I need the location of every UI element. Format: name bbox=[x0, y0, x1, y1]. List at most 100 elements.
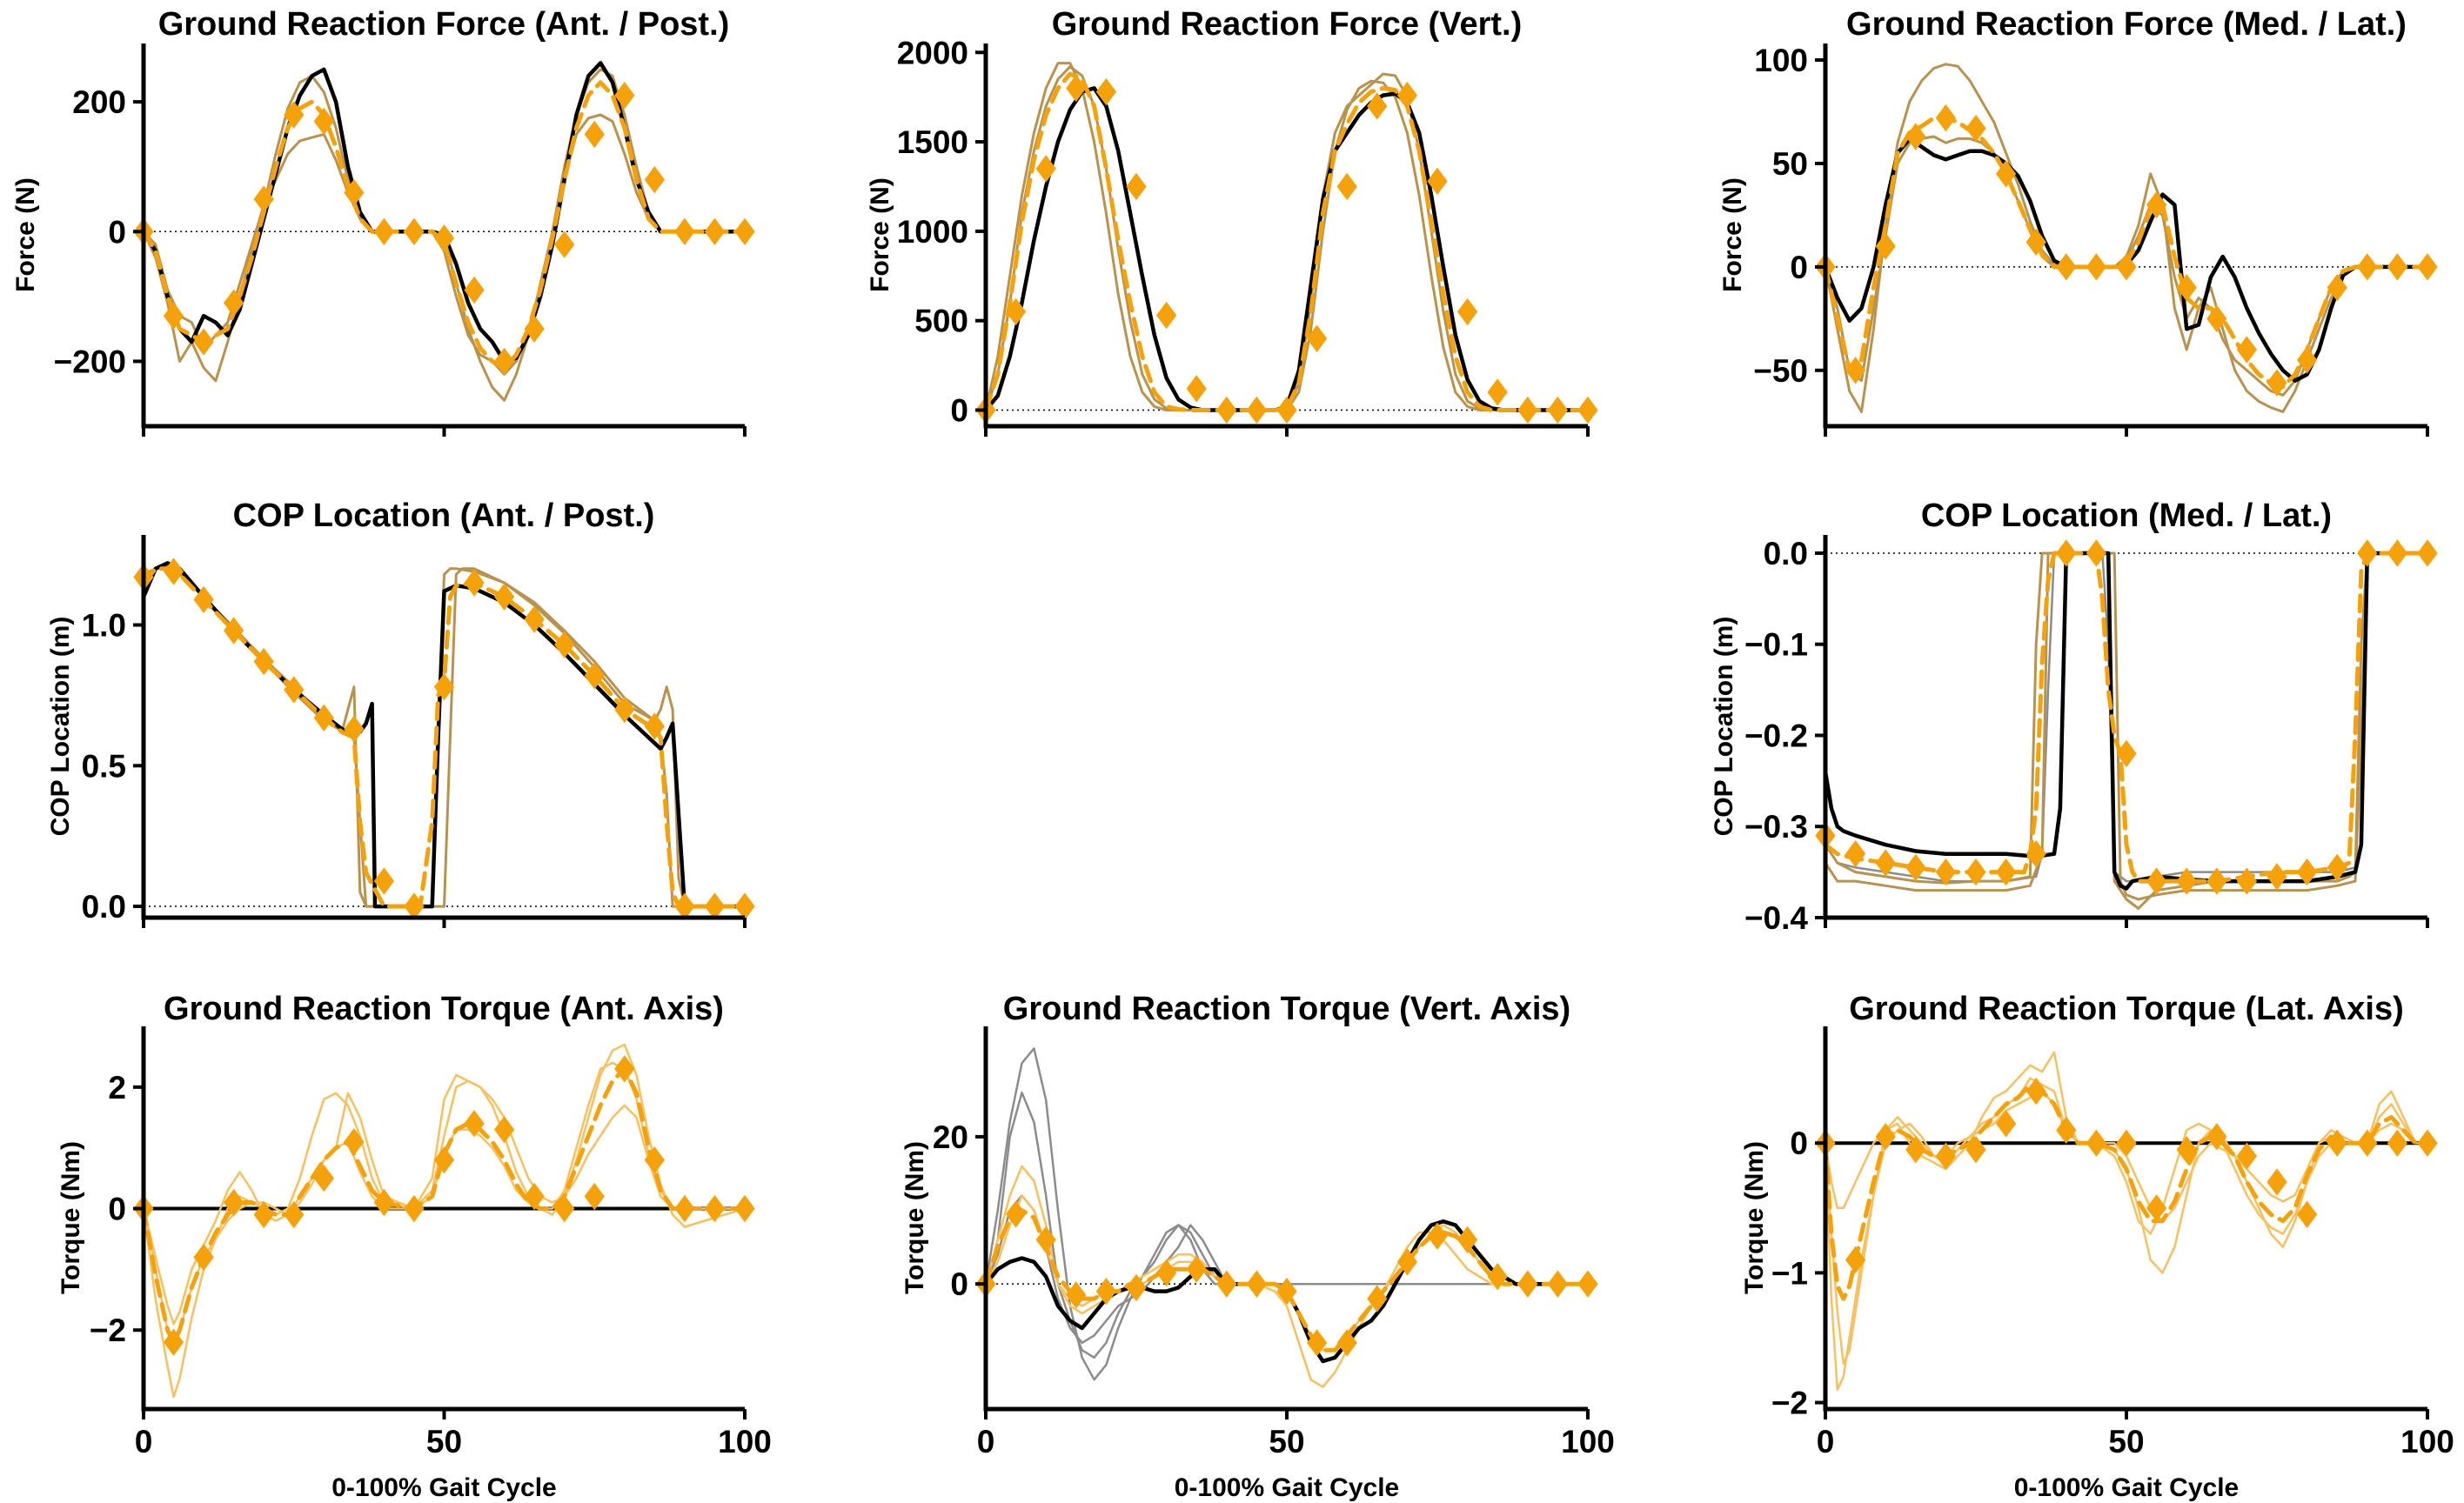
series-trial_tan-2 bbox=[986, 65, 1590, 411]
panel-cop-ap: COP Location (Ant. / Post.) COP Location … bbox=[46, 498, 755, 928]
mean-marker bbox=[1905, 123, 1926, 150]
mean-marker bbox=[2176, 1136, 2197, 1164]
y-tick-label: −0.3 bbox=[1744, 809, 1808, 845]
y-tick-label: 0 bbox=[1790, 1126, 1808, 1161]
mean-marker bbox=[2056, 539, 2077, 567]
mean-marker bbox=[1965, 858, 1986, 886]
y-axis-label: Torque (Nm) bbox=[901, 1141, 929, 1294]
mean-marker bbox=[644, 1146, 665, 1174]
series-mean-3 bbox=[986, 71, 1590, 412]
x-tick-label: 50 bbox=[2108, 1424, 2144, 1460]
mean-marker bbox=[2327, 853, 2347, 882]
mean-marker bbox=[1935, 858, 1957, 886]
mean-marker bbox=[404, 217, 425, 245]
mean-marker bbox=[464, 569, 485, 597]
mean-marker bbox=[2056, 1116, 2077, 1145]
mean-marker bbox=[674, 217, 695, 245]
panel-grf-ml: Ground Reaction Force (Med. / Lat.) Force… bbox=[1718, 6, 2438, 437]
mean-marker bbox=[2417, 253, 2438, 281]
mean-marker bbox=[1126, 1273, 1147, 1302]
mean-marker bbox=[163, 1328, 184, 1356]
x-axis-label: 0-100% Gait Cycle bbox=[331, 1473, 556, 1502]
panel-title: Ground Reaction Torque (Vert. Axis) bbox=[1003, 991, 1570, 1027]
x-tick-label: 100 bbox=[718, 1424, 772, 1460]
mean-marker bbox=[704, 892, 726, 920]
mean-marker bbox=[2206, 304, 2227, 333]
panel-title: Ground Reaction Force (Vert.) bbox=[1052, 6, 1523, 43]
series-trial_orange-4 bbox=[986, 1165, 1590, 1388]
panel-grf-vert: Ground Reaction Force (Vert.) Force (N) 0 5… bbox=[866, 6, 1598, 437]
y-axis-label: Force (N) bbox=[1718, 177, 1747, 292]
mean-marker bbox=[584, 662, 605, 690]
mean-marker bbox=[373, 217, 395, 245]
mean-marker bbox=[1306, 324, 1328, 352]
mean-marker bbox=[344, 178, 365, 207]
panel-grt-ant: Ground Reaction Torque (Ant. Axis) Torque… bbox=[57, 991, 772, 1502]
mean-marker bbox=[433, 1146, 455, 1174]
mean-marker bbox=[193, 1243, 214, 1272]
mean-marker bbox=[1875, 232, 1896, 260]
mean-marker bbox=[1367, 92, 1388, 120]
mean-marker bbox=[2266, 863, 2287, 891]
y-tick-label: 0 bbox=[108, 214, 126, 250]
mean-marker bbox=[253, 1200, 274, 1229]
y-tick-label: 1500 bbox=[897, 124, 968, 160]
mean-marker bbox=[2357, 1129, 2378, 1157]
mean-marker bbox=[1845, 357, 1866, 384]
y-tick-label: −0.2 bbox=[1744, 718, 1808, 753]
panel-title: COP Location (Med. / Lat.) bbox=[1921, 498, 2332, 534]
mean-marker bbox=[524, 605, 545, 633]
mean-marker bbox=[1995, 160, 2017, 188]
mean-marker bbox=[644, 712, 665, 740]
mean-marker bbox=[1396, 81, 1418, 110]
mean-marker bbox=[2086, 253, 2107, 281]
mean-marker bbox=[1155, 1259, 1177, 1287]
mean-marker bbox=[1995, 858, 2017, 886]
panel-title: Ground Reaction Torque (Ant. Axis) bbox=[164, 991, 724, 1027]
mean-marker bbox=[2176, 867, 2197, 895]
mean-marker bbox=[1427, 1222, 1448, 1250]
mean-marker bbox=[1095, 77, 1117, 106]
mean-marker bbox=[734, 1194, 755, 1223]
series-trial_gray-2 bbox=[986, 1091, 1590, 1359]
mean-marker bbox=[1577, 1270, 1598, 1298]
mean-marker bbox=[1276, 396, 1297, 424]
mean-marker bbox=[313, 704, 334, 731]
mean-marker bbox=[1216, 1270, 1237, 1298]
mean-marker bbox=[2116, 739, 2137, 768]
mean-marker bbox=[1577, 396, 1598, 424]
series-trial_orange-0 bbox=[1825, 1051, 2429, 1391]
mean-marker bbox=[1035, 1226, 1056, 1254]
mean-marker bbox=[1875, 1123, 1896, 1151]
mean-marker bbox=[2327, 1129, 2347, 1157]
mean-marker bbox=[1367, 1285, 1388, 1313]
mean-marker bbox=[614, 1055, 635, 1083]
y-tick-label: −0.4 bbox=[1744, 900, 1808, 936]
mean-marker bbox=[704, 1194, 726, 1223]
mean-marker bbox=[2025, 228, 2046, 257]
y-tick-label: 500 bbox=[914, 304, 968, 339]
mean-marker bbox=[1336, 1329, 1357, 1357]
mean-marker bbox=[224, 289, 244, 317]
mean-marker bbox=[1035, 155, 1056, 183]
mean-marker bbox=[2296, 858, 2318, 886]
mean-marker bbox=[1095, 1277, 1117, 1306]
mean-marker bbox=[2327, 273, 2347, 302]
x-tick-label: 0 bbox=[977, 1424, 995, 1460]
panel-grf-ap: Ground Reaction Force (Ant. / Post.) Forc… bbox=[11, 6, 755, 437]
mean-marker bbox=[2357, 253, 2378, 281]
series-mean-3 bbox=[1825, 1082, 2430, 1301]
mean-marker bbox=[1547, 1270, 1569, 1298]
y-tick-label: 0 bbox=[108, 1192, 126, 1227]
x-tick-label: 0 bbox=[135, 1424, 153, 1460]
mean-marker bbox=[2086, 539, 2107, 567]
mean-marker bbox=[404, 1194, 425, 1223]
y-tick-label: 0 bbox=[1790, 250, 1808, 285]
mean-marker bbox=[373, 1188, 395, 1217]
mean-marker bbox=[1005, 1200, 1027, 1228]
mean-marker bbox=[584, 120, 605, 149]
mean-marker bbox=[1456, 1226, 1478, 1254]
mean-marker bbox=[163, 302, 184, 330]
y-axis-label: Torque (Nm) bbox=[57, 1141, 85, 1294]
panel-cop-ml: COP Location (Med. / Lat.) COP Location (… bbox=[1710, 498, 2438, 936]
